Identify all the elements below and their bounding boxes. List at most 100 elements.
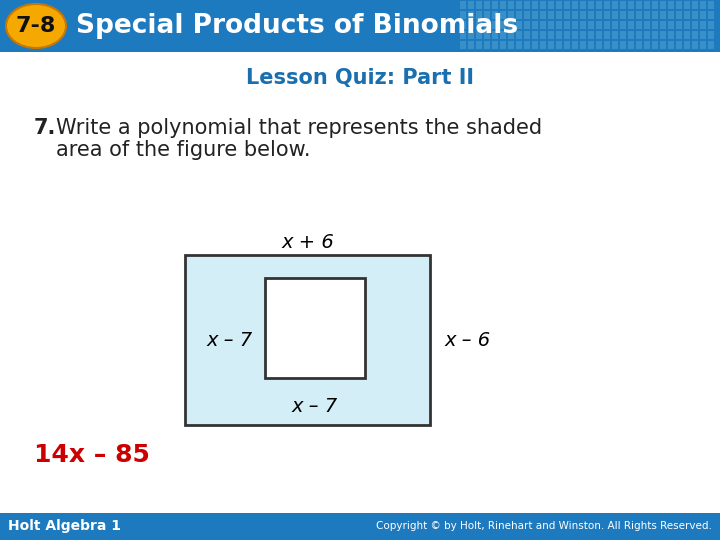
Bar [548,11,554,19]
Bar [468,41,474,49]
Bar [564,41,570,49]
Text: Write a polynomial that represents the shaded: Write a polynomial that represents the s… [56,118,542,138]
Bar [476,1,482,9]
Bar [588,11,594,19]
Bar [540,31,546,39]
Bar [596,11,602,19]
Bar [524,21,530,29]
Bar [548,31,554,39]
Bar [532,31,538,39]
Bar [508,1,514,9]
Bar [265,278,365,378]
Bar [588,41,594,49]
Bar [508,11,514,19]
Bar [548,21,554,29]
Bar [476,11,482,19]
Bar [676,11,682,19]
Bar [540,41,546,49]
Bar [572,41,578,49]
Bar [708,11,714,19]
Bar [668,41,674,49]
Bar [508,31,514,39]
Bar [652,21,658,29]
Bar [460,11,466,19]
Bar [604,1,610,9]
Bar [572,11,578,19]
Bar [460,41,466,49]
Bar [628,41,634,49]
Text: area of the figure below.: area of the figure below. [56,140,310,160]
Bar [572,1,578,9]
Bar [588,21,594,29]
Ellipse shape [6,4,66,48]
Bar [468,1,474,9]
Bar [468,31,474,39]
Bar [564,11,570,19]
Bar [484,1,490,9]
Bar [524,1,530,9]
Bar [692,41,698,49]
Bar [556,31,562,39]
Bar [596,41,602,49]
Bar [700,1,706,9]
Text: x + 6: x + 6 [281,233,334,253]
Bar [692,31,698,39]
Bar [612,21,618,29]
Bar [644,11,650,19]
Bar [628,11,634,19]
Bar [708,41,714,49]
Bar [0,513,720,540]
Bar [532,11,538,19]
Bar [540,1,546,9]
Bar [484,21,490,29]
Bar [580,21,586,29]
Bar [500,31,506,39]
Bar [492,11,498,19]
Bar [684,1,690,9]
Bar [532,41,538,49]
Bar [604,41,610,49]
Text: 14x – 85: 14x – 85 [34,443,150,467]
Bar [508,41,514,49]
Text: Lesson Quiz: Part II: Lesson Quiz: Part II [246,68,474,88]
Bar [660,31,666,39]
Text: x – 7: x – 7 [207,330,253,349]
Bar [604,11,610,19]
Bar [548,41,554,49]
Bar [700,21,706,29]
Bar [604,21,610,29]
Bar [644,31,650,39]
Bar [556,11,562,19]
Bar [604,31,610,39]
Bar [596,1,602,9]
Bar [524,31,530,39]
Bar [580,41,586,49]
Bar [660,11,666,19]
Bar [652,1,658,9]
Bar [476,31,482,39]
Bar [620,31,626,39]
Bar [636,31,642,39]
Bar [492,31,498,39]
Text: 7-8: 7-8 [16,16,56,36]
Bar [652,41,658,49]
Bar [676,21,682,29]
Bar [644,21,650,29]
Bar [636,41,642,49]
Bar [0,0,720,52]
Bar [612,1,618,9]
Bar [628,21,634,29]
Bar [660,1,666,9]
Text: Special Products of Binomials: Special Products of Binomials [76,13,518,39]
Bar [684,11,690,19]
Bar [668,1,674,9]
Bar [484,31,490,39]
Bar [700,31,706,39]
Bar [636,21,642,29]
Bar [692,1,698,9]
Text: Holt Algebra 1: Holt Algebra 1 [8,519,121,533]
Bar [684,41,690,49]
Bar [676,1,682,9]
Bar [540,11,546,19]
Bar [596,31,602,39]
